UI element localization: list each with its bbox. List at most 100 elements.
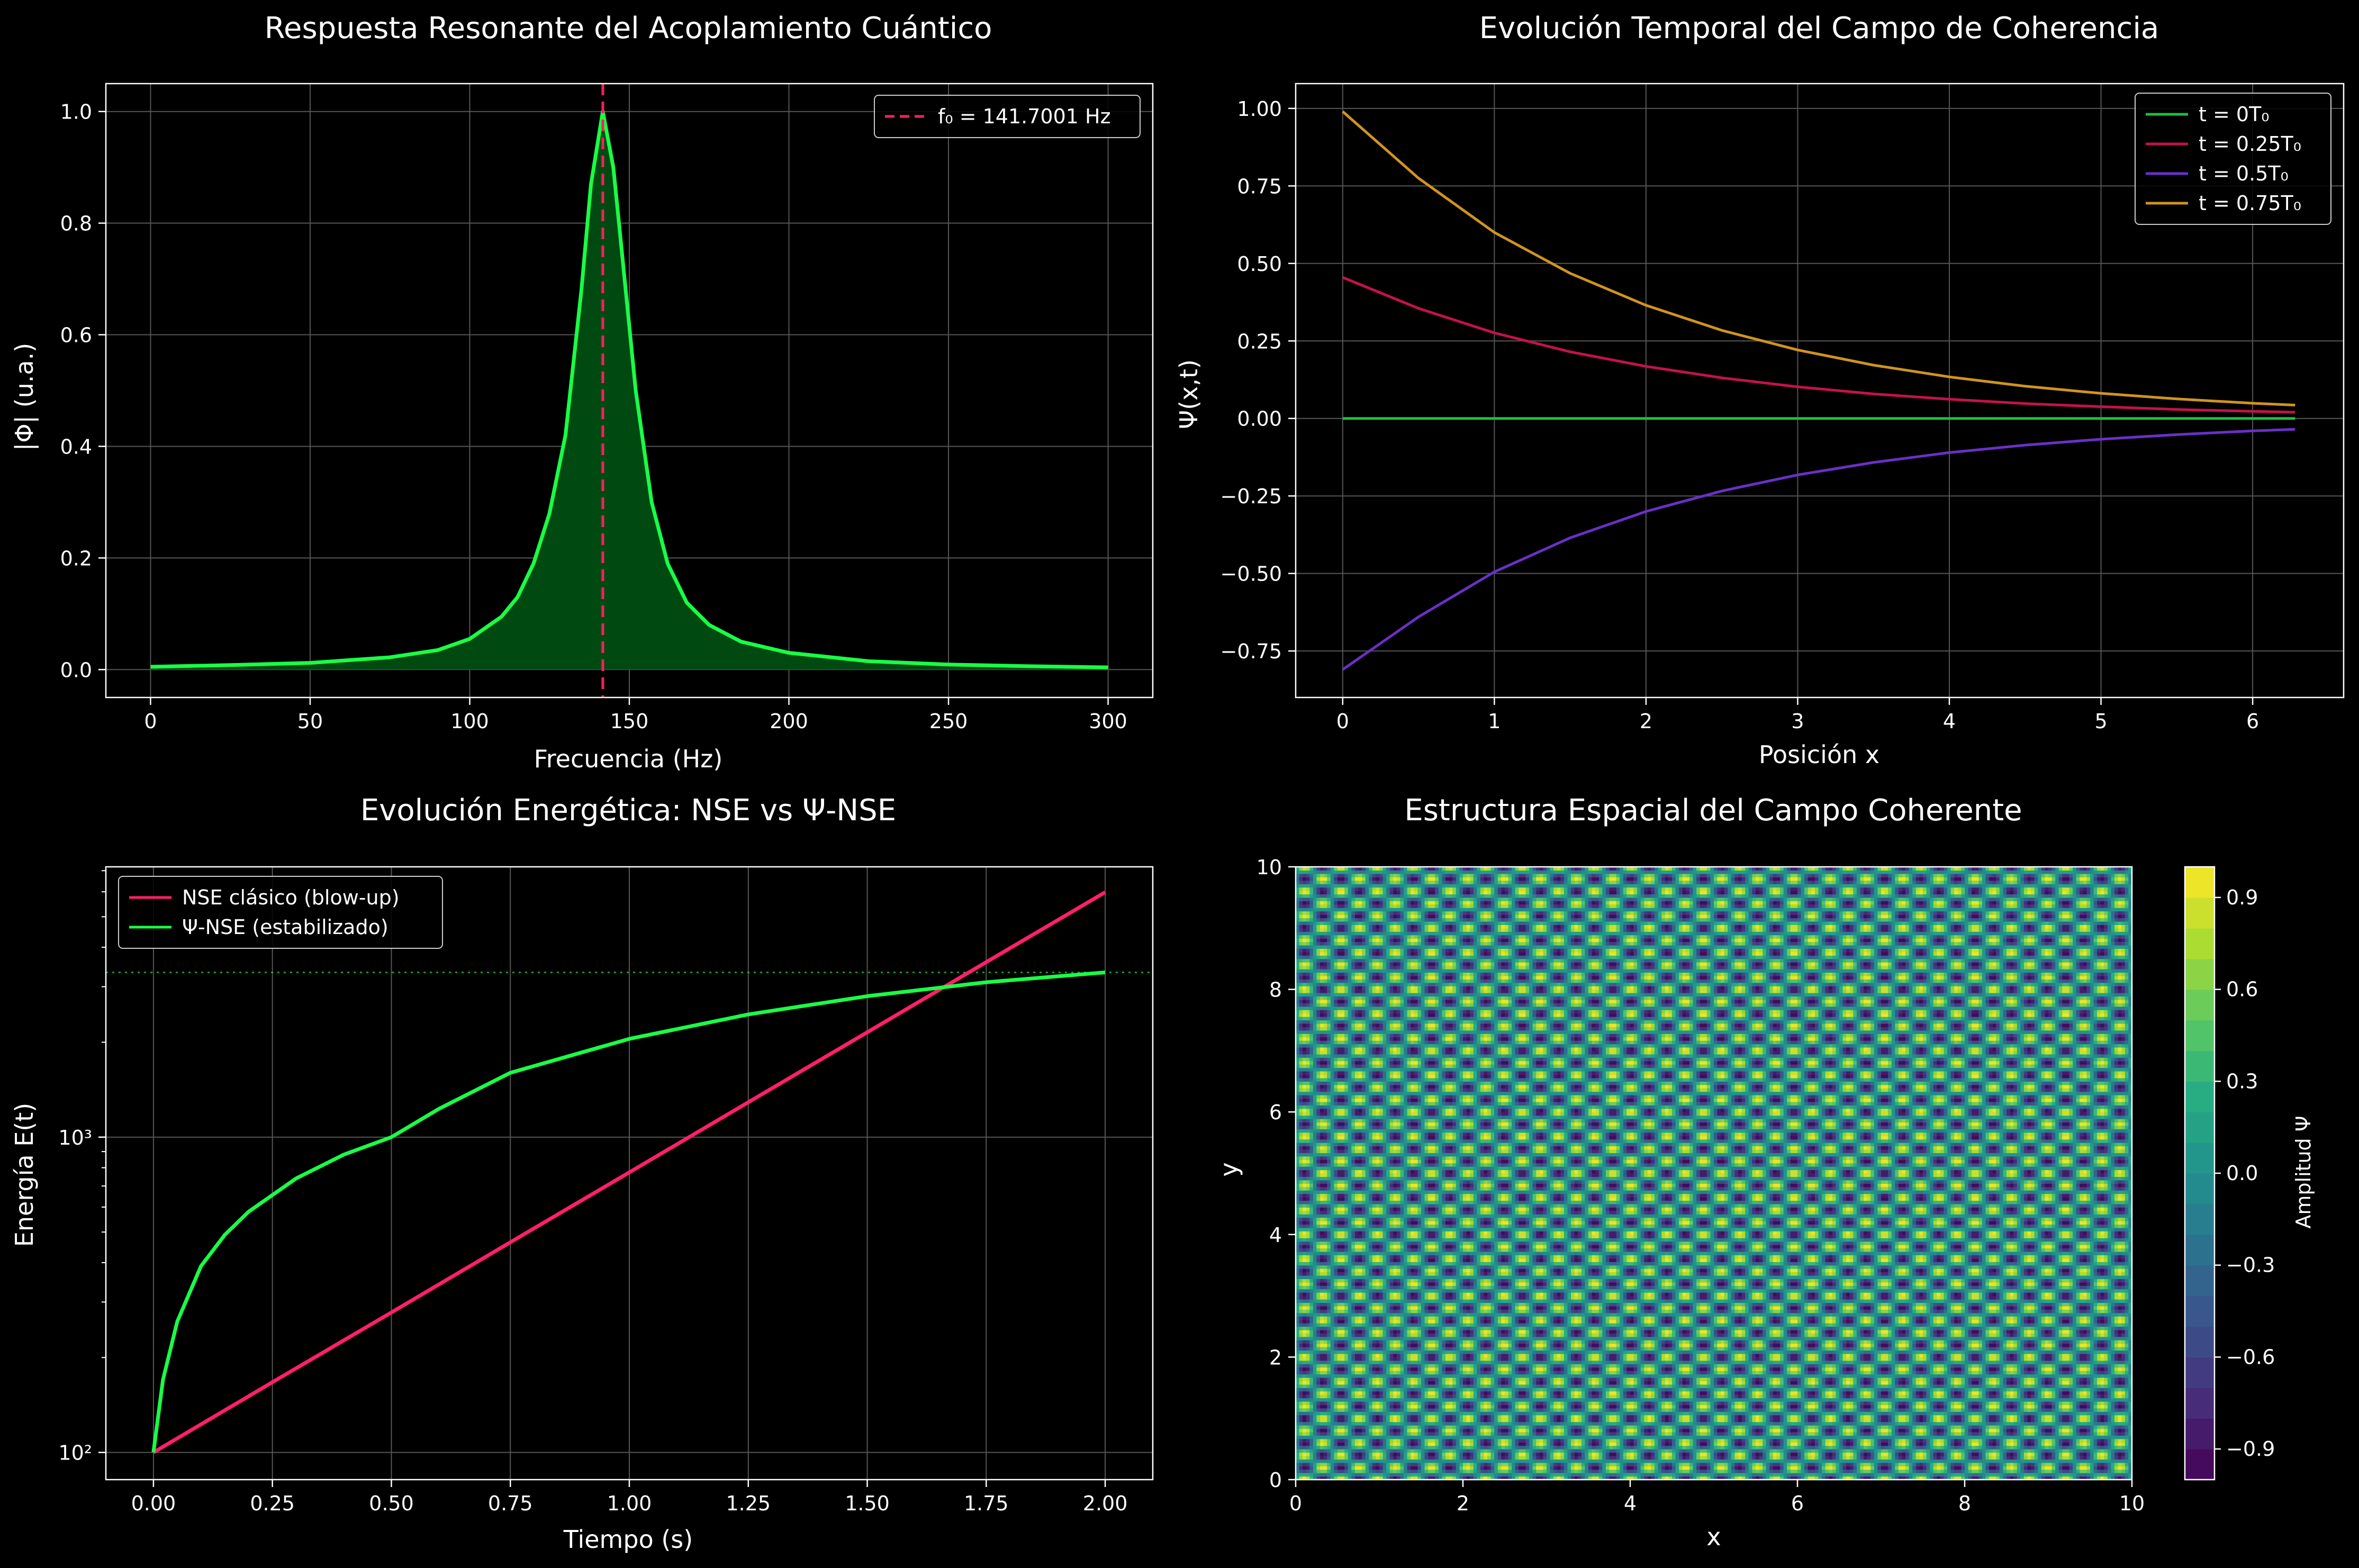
heatmap-cell	[2118, 1470, 2122, 1473]
heatmap-cell	[1449, 1459, 1453, 1463]
heatmap-cell	[1749, 1456, 1752, 1460]
heatmap-cell	[1819, 1453, 1822, 1456]
heatmap-cell	[2013, 1415, 2017, 1419]
heatmap-cell	[1780, 1473, 1784, 1476]
heatmap-cell	[1839, 1411, 1843, 1415]
heatmap-cell	[1366, 1442, 1369, 1446]
heatmap-cell	[1968, 1411, 1972, 1415]
heatmap-cell	[1763, 1466, 1766, 1470]
heatmap-cell	[1912, 1456, 1916, 1460]
heatmap-cell	[1331, 1435, 1334, 1439]
heatmap-cell	[1745, 1449, 1749, 1453]
heatmap-cell	[2111, 1432, 2115, 1436]
heatmap-cell	[1526, 1415, 1530, 1419]
heatmap-cell	[1972, 1470, 1975, 1473]
heatmap-cell	[1526, 1411, 1530, 1415]
heatmap-cell	[1599, 1439, 1603, 1443]
heatmap-cell	[1540, 1422, 1543, 1426]
heatmap-cell	[1620, 1453, 1623, 1456]
heatmap-cell	[1759, 1459, 1763, 1463]
heatmap-cell	[1696, 1435, 1700, 1439]
heatmap-cell	[1700, 1463, 1704, 1466]
heatmap-cell	[1749, 1411, 1752, 1415]
heatmap-cell	[1341, 1453, 1345, 1456]
heatmap-cell	[1825, 1415, 1829, 1419]
heatmap-cell	[1484, 1415, 1488, 1419]
heatmap-cell	[1923, 1449, 1927, 1453]
heatmap-cell	[1324, 1470, 1327, 1473]
heatmap-cell	[2006, 1463, 2010, 1466]
heatmap-cell	[2101, 1442, 2104, 1446]
heatmap-cell	[1383, 1456, 1387, 1460]
heatmap-cell	[2028, 1459, 2031, 1463]
heatmap-cell	[1766, 1422, 1770, 1426]
heatmap-cell	[2024, 1435, 2028, 1439]
heatmap-cell	[2104, 1453, 2108, 1456]
heatmap-cell	[1428, 1470, 1432, 1473]
heatmap-cell	[1459, 1429, 1463, 1433]
heatmap-cell	[1529, 1439, 1533, 1443]
heatmap-cell	[2101, 1466, 2104, 1470]
heatmap-cell	[1585, 1418, 1588, 1422]
heatmap-cell	[1366, 1425, 1369, 1429]
heatmap-cell	[2020, 1453, 2024, 1456]
heatmap-cell	[1916, 1466, 1920, 1470]
heatmap-cell	[1892, 1442, 1895, 1446]
heatmap-cell	[1867, 1442, 1871, 1446]
heatmap-cell	[1303, 1442, 1306, 1446]
heatmap-cell	[2062, 1463, 2066, 1466]
heatmap-cell	[1832, 1425, 1836, 1429]
heatmap-cell	[1519, 1439, 1522, 1443]
heatmap-cell	[1449, 1456, 1453, 1460]
heatmap-cell	[1484, 1435, 1488, 1439]
heatmap-cell	[1494, 1459, 1498, 1463]
heatmap-cell	[1923, 1463, 1927, 1466]
heatmap-cell	[2020, 1456, 2024, 1460]
heatmap-cell	[1912, 1446, 1916, 1449]
heatmap-cell	[1756, 1418, 1759, 1422]
heatmap-cell	[2028, 1466, 2031, 1470]
heatmap-cell	[1860, 1456, 1864, 1460]
heatmap-cell	[1355, 1432, 1359, 1436]
x-tick-label: 0.00	[131, 1492, 176, 1515]
heatmap-cell	[1933, 1466, 1937, 1470]
heatmap-cell	[1703, 1442, 1707, 1446]
heatmap-cell	[1348, 1453, 1352, 1456]
heatmap-cell	[1731, 1449, 1735, 1453]
heatmap-cell	[1550, 1470, 1554, 1473]
heatmap-cell	[1745, 1422, 1749, 1426]
heatmap-cell	[1668, 1473, 1672, 1476]
heatmap-cell	[1735, 1466, 1739, 1470]
heatmap-cell	[1843, 1473, 1847, 1476]
heatmap-cell	[1982, 1439, 1986, 1443]
heatmap-cell	[1529, 1442, 1533, 1446]
heatmap-cell	[1718, 1429, 1721, 1433]
heatmap-cell	[1320, 1453, 1324, 1456]
x-tick-label: 1	[1488, 710, 1501, 733]
heatmap-cell	[2062, 1435, 2066, 1439]
heatmap-cell	[1369, 1439, 1372, 1443]
heatmap-cell	[1696, 1418, 1700, 1422]
heatmap-cell	[1372, 1415, 1376, 1419]
heatmap-cell	[2048, 1446, 2052, 1449]
heatmap-cell	[1351, 1415, 1355, 1419]
heatmap-cell	[1787, 1473, 1791, 1476]
heatmap-cell	[1484, 1470, 1488, 1473]
heatmap-cell	[1829, 1429, 1832, 1433]
heatmap-cell	[1892, 1439, 1895, 1443]
xlabel-resonance: Frecuencia (Hz)	[534, 745, 723, 773]
heatmap-cell	[1819, 1470, 1822, 1473]
heatmap-cell	[1626, 1446, 1630, 1449]
heatmap-cell	[1610, 1432, 1613, 1436]
heatmap-cell	[1414, 1466, 1418, 1470]
heatmap-cell	[2006, 1432, 2010, 1436]
heatmap-cell	[2125, 1446, 2129, 1449]
heatmap-cell	[1599, 1459, 1603, 1463]
heatmap-cell	[1620, 1446, 1623, 1449]
heatmap-cell	[2013, 1411, 2017, 1415]
heatmap-cell	[1895, 1439, 1899, 1443]
heatmap-cell	[2076, 1453, 2080, 1456]
heatmap-cell	[1313, 1459, 1317, 1463]
heatmap-cell	[1877, 1425, 1881, 1429]
heatmap-cell	[1819, 1422, 1822, 1426]
